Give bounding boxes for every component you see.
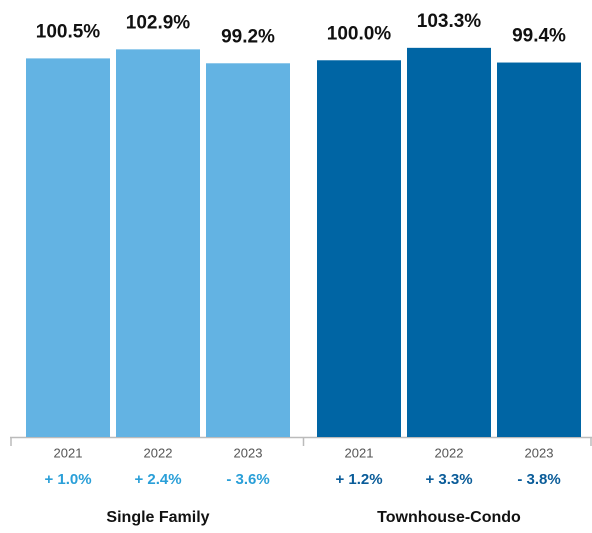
group-label: Single Family: [106, 509, 209, 526]
change-label: - 3.8%: [517, 471, 560, 488]
x-tick-label: 2023: [234, 445, 263, 460]
x-tick-label: 2022: [435, 445, 464, 460]
value-label: 102.9%: [126, 12, 191, 33]
bar: [116, 49, 200, 437]
value-label: 99.2%: [221, 26, 275, 47]
x-tick-label: 2021: [345, 445, 374, 460]
change-label: + 1.2%: [335, 471, 382, 488]
bar: [497, 62, 581, 438]
bar: [206, 63, 290, 438]
change-label: - 3.6%: [226, 471, 269, 488]
x-tick-label: 2023: [525, 445, 554, 460]
value-label: 103.3%: [417, 11, 482, 32]
bar: [317, 60, 401, 437]
change-label: + 3.3%: [425, 471, 472, 488]
value-label: 99.4%: [512, 26, 566, 47]
x-tick-label: 2021: [54, 445, 83, 460]
bar: [26, 58, 110, 437]
group-label: Townhouse-Condo: [377, 509, 521, 526]
value-label: 100.0%: [327, 23, 392, 44]
x-tick-label: 2022: [144, 445, 173, 460]
change-label: + 1.0%: [44, 471, 91, 488]
value-label: 100.5%: [36, 21, 101, 42]
change-label: + 2.4%: [134, 471, 181, 488]
bar: [407, 47, 491, 437]
